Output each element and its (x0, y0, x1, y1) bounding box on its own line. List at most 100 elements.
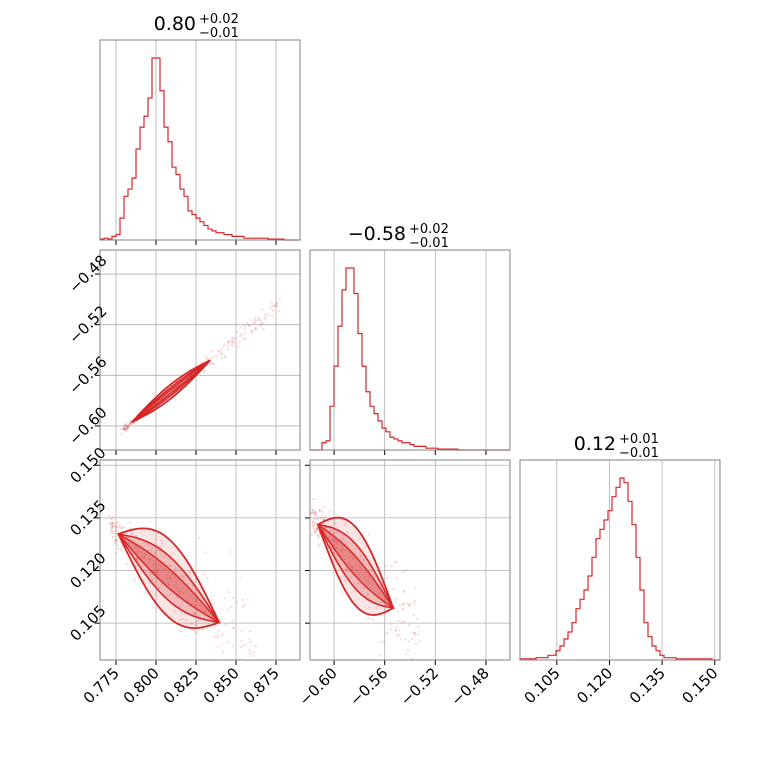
scatter-point (368, 606, 371, 609)
panel-frame-hist0 (99, 39, 301, 241)
scatter-point (178, 604, 181, 607)
scatter-point (314, 530, 317, 533)
scatter-point (403, 590, 406, 593)
scatter-point (340, 577, 343, 580)
x-tick-label-2-2: 0.135 (626, 664, 669, 707)
scatter-point (122, 525, 125, 529)
scatter-point (169, 577, 172, 580)
scatter-point (238, 340, 241, 343)
scatter-point (222, 345, 225, 348)
scatter-point (364, 571, 368, 574)
panel-title-2: 0.12 +0.01−0.01 (574, 432, 659, 461)
scatter-point (407, 624, 411, 627)
scatter-point (247, 324, 250, 327)
scatter-point (315, 518, 318, 521)
scatter-point (118, 526, 121, 529)
scatter-point (255, 319, 258, 322)
scatter-point (180, 611, 183, 614)
scatter-point (222, 650, 225, 653)
scatter-point (313, 512, 316, 515)
scatter-point (329, 529, 332, 532)
scatter-point (198, 603, 201, 607)
scatter-point (364, 575, 367, 579)
scatter-point (347, 556, 351, 559)
scatter-point (264, 314, 267, 317)
scatter-point (344, 521, 347, 524)
scatter-point (196, 631, 199, 634)
scatter-point (312, 510, 315, 513)
scatter-point (194, 611, 197, 615)
scatter-point (334, 555, 337, 558)
scatter-point (273, 303, 276, 307)
scatter-point (227, 340, 230, 343)
scatter-point (159, 565, 162, 568)
scatter-point (150, 572, 153, 576)
scatter-point (398, 604, 402, 607)
scatter-point (331, 548, 334, 551)
scatter-point (110, 517, 113, 520)
histogram-step-2 (519, 477, 720, 661)
scatter-point (400, 620, 403, 623)
scatter-point (318, 509, 322, 513)
scatter-point (167, 564, 170, 567)
scatter-point (124, 429, 127, 433)
scatter-point (259, 323, 262, 326)
scatter-point (240, 640, 243, 643)
scatter-point (129, 423, 132, 426)
scatter-point (124, 424, 127, 427)
scatter-point (264, 320, 267, 323)
scatter-point (231, 344, 234, 347)
contour-level-pair0-2 (131, 359, 211, 423)
scatter-point (122, 427, 125, 430)
scatter-group-pair0 (120, 298, 282, 435)
scatter-point (179, 629, 182, 633)
scatter-point (343, 579, 347, 582)
scatter-point (364, 545, 368, 548)
scatter-point (204, 551, 207, 554)
scatter-point (251, 675, 253, 677)
scatter-point (246, 321, 249, 325)
x-tick-label-0-3: 0.850 (200, 664, 243, 707)
scatter-point (345, 530, 349, 534)
scatter-point (230, 338, 233, 342)
scatter-point (332, 532, 335, 535)
scatter-point (318, 545, 321, 548)
scatter-point (206, 356, 209, 360)
scatter-point (404, 638, 407, 641)
scatter-point (206, 576, 209, 579)
scatter-point (413, 632, 417, 635)
scatter-point (235, 601, 239, 604)
scatter-point (142, 557, 146, 560)
scatter-point (242, 337, 245, 340)
scatter-point (394, 600, 397, 603)
scatter-point (414, 586, 417, 589)
scatter-point (252, 651, 256, 654)
scatter-point (278, 298, 282, 301)
scatter-point (321, 515, 325, 518)
scatter-point (213, 635, 217, 638)
scatter-point (114, 532, 117, 535)
scatter-point (367, 533, 371, 536)
scatter-point (168, 557, 171, 560)
scatter-point (334, 522, 337, 525)
scatter-point (313, 525, 316, 528)
scatter-point (122, 426, 125, 430)
scatter-point (137, 550, 140, 553)
scatter-point (314, 532, 317, 535)
scatter-point (243, 331, 247, 334)
scatter-point (111, 525, 114, 528)
scatter-point (340, 549, 343, 552)
scatter-point (166, 594, 169, 597)
panel-frame-hist1 (309, 249, 511, 451)
panel-title-0: 0.80 +0.02−0.01 (154, 12, 239, 41)
scatter-point (385, 577, 388, 580)
scatter-point (317, 543, 320, 546)
scatter-point (359, 555, 362, 558)
scatter-point (213, 603, 216, 606)
scatter-point (127, 426, 130, 429)
scatter-point (342, 540, 346, 543)
title-plus-0: +0.02 (199, 12, 239, 27)
scatter-point (371, 618, 374, 622)
scatter-point (126, 425, 129, 428)
scatter-point (417, 633, 420, 636)
